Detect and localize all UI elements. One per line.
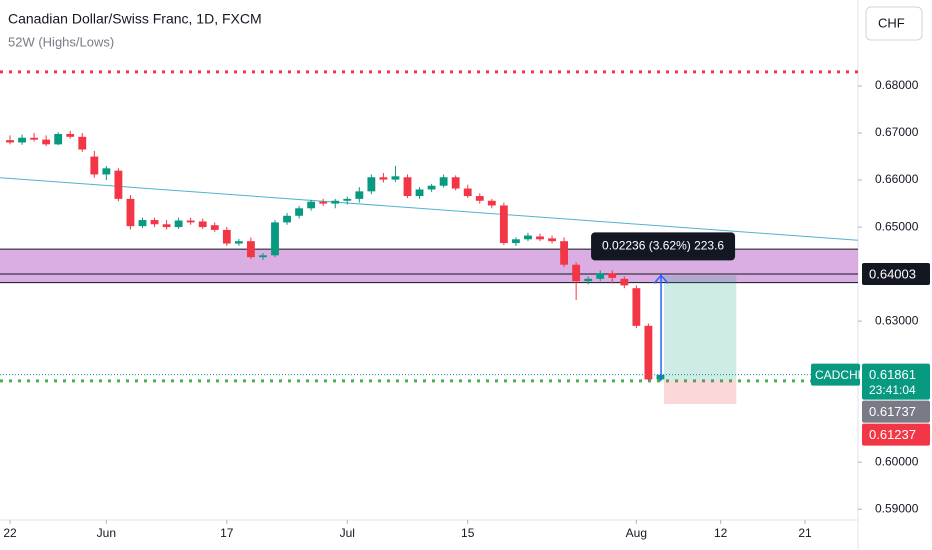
candle-body	[463, 188, 472, 197]
x-tick-label: Jul	[340, 526, 355, 540]
y-tick-label: 0.59000	[875, 501, 919, 515]
candle-body	[174, 220, 183, 228]
entry-price-label: 0.61737	[869, 404, 916, 419]
candle-body	[367, 177, 376, 192]
candle-body	[54, 133, 63, 145]
last-price-box	[862, 363, 930, 400]
candle-body	[608, 273, 617, 278]
candle-body	[307, 201, 316, 209]
candle-body	[475, 196, 484, 201]
candle-body	[150, 220, 159, 225]
candle-body	[234, 241, 243, 244]
candle-body	[499, 205, 508, 244]
candle-body	[596, 273, 605, 279]
symbol-tag	[811, 363, 860, 386]
candle-body	[259, 255, 267, 258]
candle-body	[536, 236, 544, 240]
measure-label: 0.02236 (3.62%) 223.6	[602, 239, 724, 253]
candle-body	[90, 156, 99, 175]
hline-price-label: 0.64003	[869, 266, 916, 281]
candle-body	[198, 221, 207, 228]
candle-body	[126, 198, 135, 227]
entry-price-label-box	[862, 400, 930, 423]
candle-body	[18, 137, 26, 143]
candle-body	[42, 139, 51, 145]
candle-body	[391, 176, 400, 180]
last-price-label: 0.61861	[869, 367, 916, 382]
candle-body	[439, 177, 448, 186]
y-tick-label: 0.65000	[875, 219, 919, 233]
position-loss	[664, 380, 737, 405]
candle-body	[560, 241, 569, 265]
candle-body	[319, 201, 328, 204]
y-tick-label: 0.67000	[875, 125, 919, 139]
y-tick-label: 0.60000	[875, 454, 919, 468]
candle-body	[222, 229, 231, 244]
measure-arrowhead	[653, 274, 669, 284]
candle-body	[30, 137, 39, 140]
candle-body	[524, 235, 532, 240]
candle-body	[379, 177, 388, 180]
countdown-label: 23:41:04	[869, 383, 916, 397]
candle-body	[632, 288, 641, 326]
candle-body	[210, 225, 219, 230]
candle-body	[102, 168, 111, 175]
symbol-label: CADCHF	[815, 368, 865, 382]
candle-body	[186, 220, 195, 223]
x-tick-label: 12	[714, 526, 728, 540]
x-tick-label: Aug	[626, 526, 647, 540]
x-tick-label: 22	[3, 526, 17, 540]
candle-body	[246, 241, 255, 258]
chart-title: Canadian Dollar/Swiss Franc, 1D, FXCM	[8, 11, 262, 27]
y-tick-label: 0.63000	[875, 313, 919, 327]
currency-button[interactable]	[865, 6, 923, 41]
x-tick-label: Jun	[97, 526, 116, 540]
candle-body	[487, 200, 496, 206]
candle-body	[114, 170, 123, 199]
chart-subtitle: 52W (Highs/Lows)	[8, 34, 114, 49]
y-tick-label: 0.66000	[875, 172, 919, 186]
y-tick-label: 0.68000	[875, 78, 919, 92]
candle-body	[271, 222, 279, 256]
x-tick-label: 15	[461, 526, 475, 540]
candle-body	[548, 238, 556, 242]
candle-body	[162, 224, 171, 228]
candle-body	[66, 133, 75, 137]
stop-price-label: 0.61237	[869, 427, 916, 442]
candle-body	[295, 208, 304, 216]
candle-body	[572, 264, 581, 282]
candle-body	[6, 140, 14, 143]
candle-body	[403, 177, 412, 197]
candle-body	[138, 220, 147, 227]
x-tick-label: 21	[798, 526, 812, 540]
candle-body	[451, 177, 460, 189]
candle-body	[427, 185, 436, 190]
stop-price-label-box	[862, 423, 930, 446]
currency-button-label[interactable]: CHF	[878, 15, 905, 30]
candle-body	[620, 278, 629, 286]
hline-price-label-box	[862, 262, 930, 285]
candle-body	[584, 278, 593, 282]
candle-body	[644, 325, 653, 380]
position-profit	[664, 275, 737, 381]
trendline	[0, 177, 859, 241]
candle-body	[78, 136, 87, 150]
candle-body	[343, 198, 352, 201]
candle-body	[415, 189, 424, 197]
candle-body	[511, 239, 520, 244]
measure-tooltip	[591, 232, 736, 261]
candle-body	[355, 191, 364, 199]
candle-body	[331, 200, 340, 204]
candle-body	[283, 215, 291, 223]
x-tick-label: 17	[220, 526, 234, 540]
